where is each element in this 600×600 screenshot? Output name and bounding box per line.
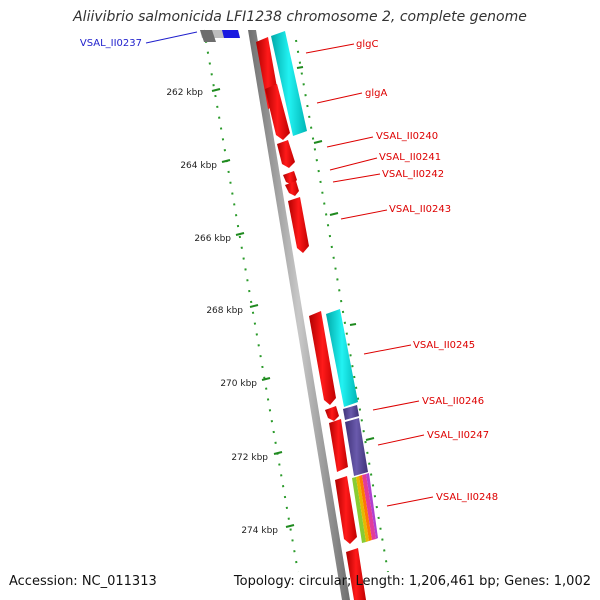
gene-label-VSAL_II0247[interactable]: VSAL_II0247 [427,430,489,441]
cog-bar-cyan [271,31,307,136]
genome-summary-text: Topology: circular; Length: 1,206,461 bp… [233,574,591,589]
gene-fragment-bottom[interactable] [346,548,366,600]
ruler-tick: 268 kbp [206,304,259,316]
gene-label-VSAL_II0248[interactable]: VSAL_II0248 [436,492,498,503]
ruler-tick-label: 266 kbp [194,234,231,244]
feature-track-guide [295,39,389,573]
map-title: Aliivibrio salmonicida LFI1238 chromosom… [73,9,527,25]
gene-VSAL_II0247[interactable] [329,419,348,472]
cog-bar-indigo [345,418,368,476]
gene-VSAL_II0243[interactable] [288,197,309,253]
feature-guide-marks [296,66,375,441]
ruler-tick-label: 274 kbp [241,526,278,536]
gene-VSAL_II0241[interactable] [283,171,297,185]
ruler-tick: 264 kbp [180,159,231,171]
gene-label-VSAL_II0241[interactable]: VSAL_II0241 [379,152,441,163]
ruler-tick-label: 270 kbp [220,379,257,389]
cog-features [271,31,378,543]
callout-lines [145,31,434,507]
cds-features [256,37,366,600]
gene-VSAL_II0245[interactable] [309,311,336,405]
gene-label-VSAL_II0240[interactable]: VSAL_II0240 [376,131,438,142]
ruler-tick: 270 kbp [220,377,271,389]
chromosome-backbone [200,30,350,600]
ruler-tick-label: 264 kbp [180,161,217,171]
gene-labels: VSAL_II0237 glgC glgA VSAL_II0240 VSAL_I… [80,38,498,503]
gene-label-glgA[interactable]: glgA [365,88,387,99]
ruler-track [203,29,299,573]
cog-bar-cyan [326,309,358,407]
ruler-tick-label: 268 kbp [206,306,243,316]
ruler-tick-label: 262 kbp [166,88,203,98]
ruler-tick: 272 kbp [231,451,283,463]
gene-label-VSAL_II0242[interactable]: VSAL_II0242 [382,169,444,180]
gene-glgA[interactable] [265,84,290,140]
gene-label-VSAL_II0246[interactable]: VSAL_II0246 [422,396,484,407]
gene-label-glgC[interactable]: glgC [356,39,378,50]
gene-VSAL_II0240[interactable] [277,140,295,168]
ruler-tick-label: 272 kbp [231,453,268,463]
cog-bar-multicolor [352,473,378,543]
ruler-tick: 266 kbp [194,232,245,244]
cog-bar-indigo [343,405,359,420]
ruler-ticks: 262 kbp 264 kbp 266 kbp 268 kbp 270 kbp … [166,88,295,536]
ruler-tick: 274 kbp [241,524,295,536]
gene-label-VSAL_II0243[interactable]: VSAL_II0243 [389,204,451,215]
gene-label-VSAL_II0245[interactable]: VSAL_II0245 [413,340,475,351]
gene-VSAL_II0246[interactable] [325,406,339,421]
gene-VSAL_II0242[interactable] [285,181,299,196]
ruler-tick: 262 kbp [166,88,221,98]
accession-text: Accession: NC_011313 [9,574,157,589]
gene-label-VSAL_II0237[interactable]: VSAL_II0237 [80,38,142,49]
gene-VSAL_II0248[interactable] [335,476,357,544]
